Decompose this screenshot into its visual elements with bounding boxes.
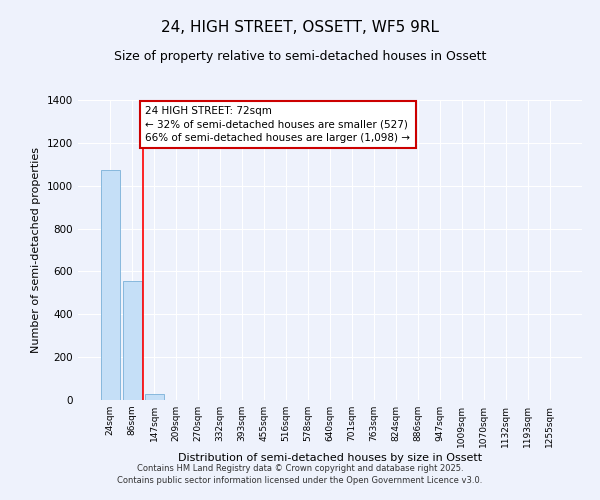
Text: Size of property relative to semi-detached houses in Ossett: Size of property relative to semi-detach… [114,50,486,63]
Text: Contains HM Land Registry data © Crown copyright and database right 2025.
Contai: Contains HM Land Registry data © Crown c… [118,464,482,485]
Bar [145,394,164,400]
Text: 24 HIGH STREET: 72sqm
← 32% of semi-detached houses are smaller (527)
66% of sem: 24 HIGH STREET: 72sqm ← 32% of semi-deta… [145,106,410,143]
Bar [123,281,142,400]
Text: 24, HIGH STREET, OSSETT, WF5 9RL: 24, HIGH STREET, OSSETT, WF5 9RL [161,20,439,35]
X-axis label: Distribution of semi-detached houses by size in Ossett: Distribution of semi-detached houses by … [178,452,482,462]
Y-axis label: Number of semi-detached properties: Number of semi-detached properties [31,147,41,353]
Bar [101,170,119,400]
